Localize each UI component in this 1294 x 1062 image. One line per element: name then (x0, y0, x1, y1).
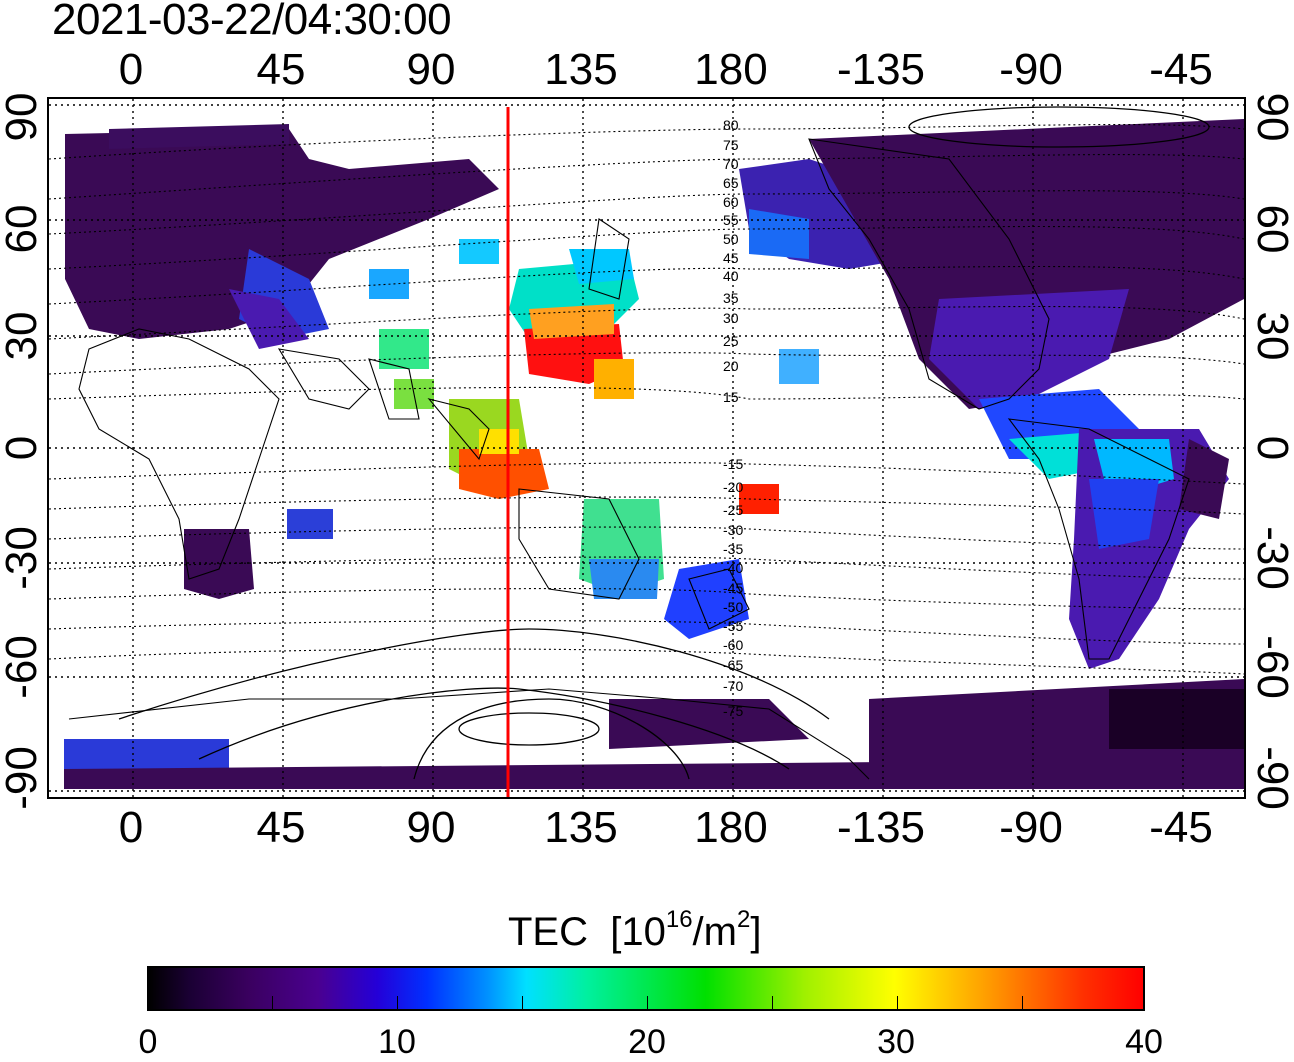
lat-tick-right: -90 (1248, 746, 1294, 810)
colorbar (147, 966, 1145, 1011)
colorbar-tick: 20 (628, 1023, 666, 1061)
contour-label: -15 (723, 456, 743, 472)
contour-label: -20 (723, 479, 743, 495)
lon-tick-bottom: -45 (1149, 803, 1213, 852)
tec-map-canvas: 80 75 70 65 60 55 50 45 40 35 30 25 20 1… (49, 99, 1244, 797)
lon-tick-bottom: 135 (544, 803, 618, 852)
lat-tick-right: 0 (1248, 435, 1294, 461)
colorbar-tick: 10 (378, 1023, 416, 1061)
lat-tick-right: 60 (1248, 204, 1294, 254)
contour-label: 25 (723, 333, 739, 349)
contour-label: 15 (723, 389, 739, 405)
contour-label: 55 (723, 212, 739, 228)
lat-tick-left: 0 (0, 435, 46, 461)
contour-label: -75 (723, 703, 743, 719)
contour-label: -70 (723, 678, 743, 694)
contour-label: -50 (723, 599, 743, 615)
lat-tick-left: -60 (0, 635, 46, 699)
lon-tick-top: 90 (406, 45, 456, 94)
lon-tick-top: -135 (836, 45, 926, 94)
contour-label: 40 (723, 268, 739, 284)
tec-map: 80 75 70 65 60 55 50 45 40 35 30 25 20 1… (47, 97, 1246, 799)
colorbar-tick: 0 (138, 1023, 158, 1061)
lat-tick-right: 90 (1248, 92, 1294, 142)
contour-label: -65 (723, 657, 743, 673)
colorbar-minor-tick (772, 996, 773, 1010)
graticule (49, 99, 1244, 797)
colorbar-minor-tick (397, 996, 398, 1010)
lon-tick-bottom: 90 (406, 803, 456, 852)
contour-label: -25 (723, 502, 743, 518)
colorbar-minor-tick (1022, 996, 1023, 1010)
contour-label: 80 (723, 117, 739, 133)
contour-label: 45 (723, 250, 739, 266)
colorbar-minor-tick (897, 996, 898, 1010)
coastlines (68, 138, 1190, 780)
contour-label: 50 (723, 231, 739, 247)
contour-label: -35 (723, 541, 743, 557)
lon-tick-top: -90 (999, 45, 1063, 94)
lon-tick-top: -45 (1149, 45, 1213, 94)
lon-tick-bottom: 45 (256, 803, 306, 852)
lat-tick-left: -90 (0, 746, 46, 810)
contour-label: 35 (723, 290, 739, 306)
magnetic-contours (49, 124, 1244, 675)
contour-label: 60 (723, 194, 739, 210)
lon-tick-top: 45 (256, 45, 306, 94)
colorbar-minor-tick (272, 996, 273, 1010)
contour-label: 20 (723, 358, 739, 374)
lon-tick-top: 0 (118, 45, 144, 94)
lat-tick-left: 30 (0, 311, 46, 361)
map-timestamp: 2021-03-22/04:30:00 (52, 0, 452, 44)
lon-tick-bottom: 0 (118, 803, 144, 852)
solid-contours (118, 106, 1210, 780)
lat-tick-left: 60 (0, 204, 46, 254)
contour-label: -45 (723, 580, 743, 596)
tec-data-layer (64, 119, 1244, 789)
lon-tick-bottom: -135 (836, 803, 926, 852)
contour-label: -60 (723, 637, 743, 653)
lon-tick-bottom: -90 (999, 803, 1063, 852)
lat-tick-right: 30 (1248, 311, 1294, 361)
lat-tick-right: -30 (1248, 526, 1294, 590)
contour-label: -30 (723, 522, 743, 538)
contour-label: 65 (723, 175, 739, 191)
colorbar-minor-tick (522, 996, 523, 1010)
colorbar-title: TEC [1016/m2] (508, 906, 762, 955)
contour-label: -55 (723, 618, 743, 634)
lon-tick-top: 135 (544, 45, 618, 94)
colorbar-minor-tick (647, 996, 648, 1010)
lat-tick-right: -60 (1248, 635, 1294, 699)
lon-tick-bottom: 180 (694, 803, 768, 852)
lat-tick-left: -30 (0, 526, 46, 590)
lon-tick-top: 180 (694, 45, 768, 94)
contour-labels: 80 75 70 65 60 55 50 45 40 35 30 25 20 1… (723, 117, 743, 719)
contour-label: -40 (723, 560, 743, 576)
colorbar-tick: 40 (1125, 1023, 1163, 1061)
lat-tick-left: 90 (0, 92, 46, 142)
contour-label: 70 (723, 156, 739, 172)
contour-label: 30 (723, 310, 739, 326)
colorbar-tick: 30 (877, 1023, 915, 1061)
contour-label: 75 (723, 137, 739, 153)
